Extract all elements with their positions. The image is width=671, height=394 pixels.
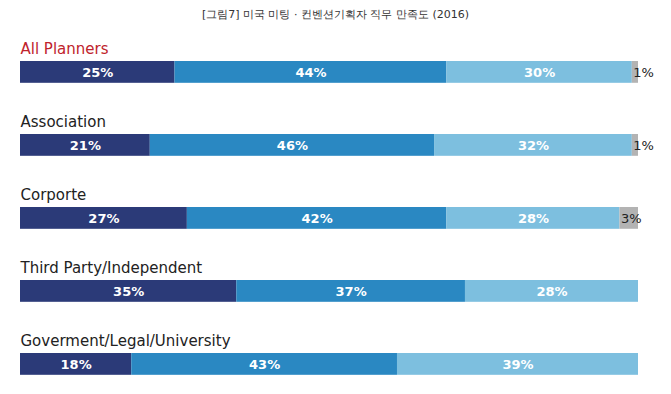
svg-text:32%: 32% xyxy=(518,138,549,153)
svg-text:28%: 28% xyxy=(536,284,567,299)
svg-text:Third Party/Independent: Third Party/Independent xyxy=(20,259,203,277)
svg-text:27%: 27% xyxy=(88,211,119,226)
html-text:[그림7] 미국 미팅 · 컨벤션기획자 직무 만족도 (2: [그림7] 미국 미팅 · 컨벤션기획자 직무 만족도 (2016) xyxy=(201,8,470,21)
svg-text:Goverment/Legal/University: Goverment/Legal/University xyxy=(21,332,231,350)
svg-text:Corporte: Corporte xyxy=(21,186,87,204)
svg-text:28%: 28% xyxy=(518,211,549,226)
svg-text:3%: 3% xyxy=(621,211,642,226)
svg-text:35%: 35% xyxy=(113,284,144,299)
svg-text:18%: 18% xyxy=(61,357,92,372)
svg-text:39%: 39% xyxy=(502,357,533,372)
svg-text:42%: 42% xyxy=(302,211,333,226)
svg-text:43%: 43% xyxy=(249,357,280,372)
svg-text:44%: 44% xyxy=(295,65,326,80)
svg-text:30%: 30% xyxy=(524,65,555,80)
svg-text:21%: 21% xyxy=(70,138,101,153)
svg-text:46%: 46% xyxy=(277,138,308,153)
svg-text:25%: 25% xyxy=(82,65,113,80)
svg-text:Association: Association xyxy=(21,113,106,131)
svg-text:1%: 1% xyxy=(633,138,654,153)
svg-text:All Planners: All Planners xyxy=(21,40,109,58)
svg-text:1%: 1% xyxy=(633,65,654,80)
svg-text:37%: 37% xyxy=(336,284,367,299)
